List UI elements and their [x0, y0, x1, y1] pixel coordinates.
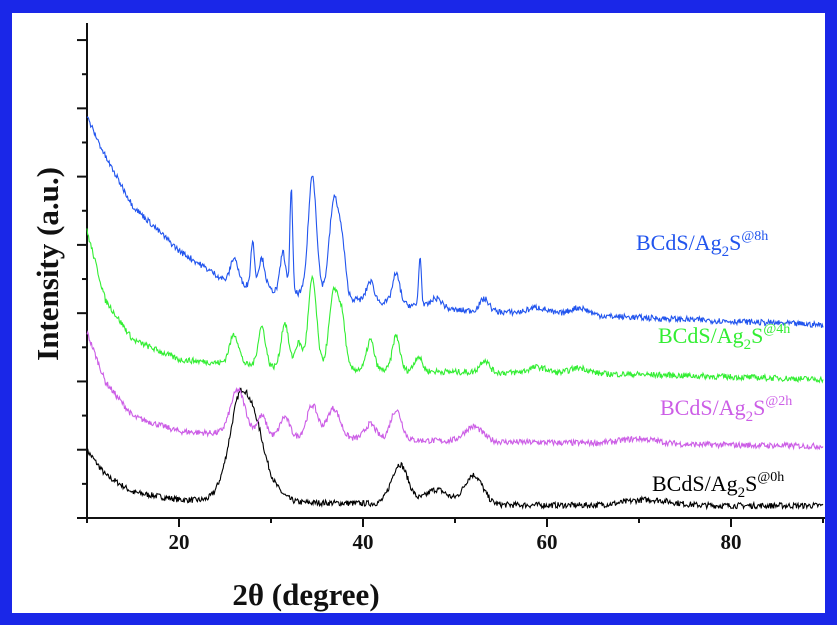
series-label-superscript: @4h: [763, 322, 790, 337]
series-label-main: S: [745, 471, 757, 496]
x-axis-title: 2θ (degree): [232, 577, 379, 612]
series-line: [86, 330, 824, 451]
series-label-main: BCdS/Ag: [652, 471, 738, 496]
series-label: BCdS/Ag2S@2h: [660, 394, 792, 425]
series-label: BCdS/Ag2S@0h: [652, 470, 784, 501]
series-label-subscript: 2: [744, 337, 752, 353]
series-line: [86, 228, 824, 384]
x-tick-label: 20: [169, 530, 190, 554]
series-label-main: S: [751, 323, 763, 348]
series-labels: BCdS/Ag2S@0hBCdS/Ag2S@2hBCdS/Ag2S@4hBCdS…: [636, 229, 792, 501]
curves: [86, 116, 824, 511]
series-label-superscript: @2h: [765, 394, 792, 409]
x-tick-label: 60: [537, 530, 558, 554]
axes: 20 40 60 80: [77, 23, 825, 554]
series-label-superscript: @0h: [757, 470, 784, 485]
series-label-main: S: [753, 395, 765, 420]
series-label-main: S: [729, 230, 741, 255]
series-label-subscript: 2: [746, 409, 754, 425]
series-label-subscript: 2: [722, 244, 730, 260]
chart-frame: 20 40 60 80 BCdS/Ag2S@0h BCdS/Ag2S@2h BCdS/Ag…: [12, 13, 825, 613]
series-label-subscript: 2: [738, 485, 746, 501]
x-tick-label: 40: [353, 530, 374, 554]
series-label-main: BCdS/Ag: [660, 395, 746, 420]
series-label-main: BCdS/Ag: [636, 230, 722, 255]
series-label-superscript: @8h: [741, 229, 768, 244]
series-line: [86, 116, 824, 329]
y-axis-title: Intensity (a.u.): [30, 167, 65, 361]
x-tick-label: 80: [721, 530, 742, 554]
series-line: [86, 387, 824, 511]
series-label-main: BCdS/Ag: [658, 323, 744, 348]
xrd-chart: 20 40 60 80 BCdS/Ag2S@0hBCdS/Ag2S@2hBCdS/Ag…: [30, 23, 825, 612]
series-label: BCdS/Ag2S@8h: [636, 229, 768, 260]
series-label: BCdS/Ag2S@4h: [658, 322, 790, 353]
